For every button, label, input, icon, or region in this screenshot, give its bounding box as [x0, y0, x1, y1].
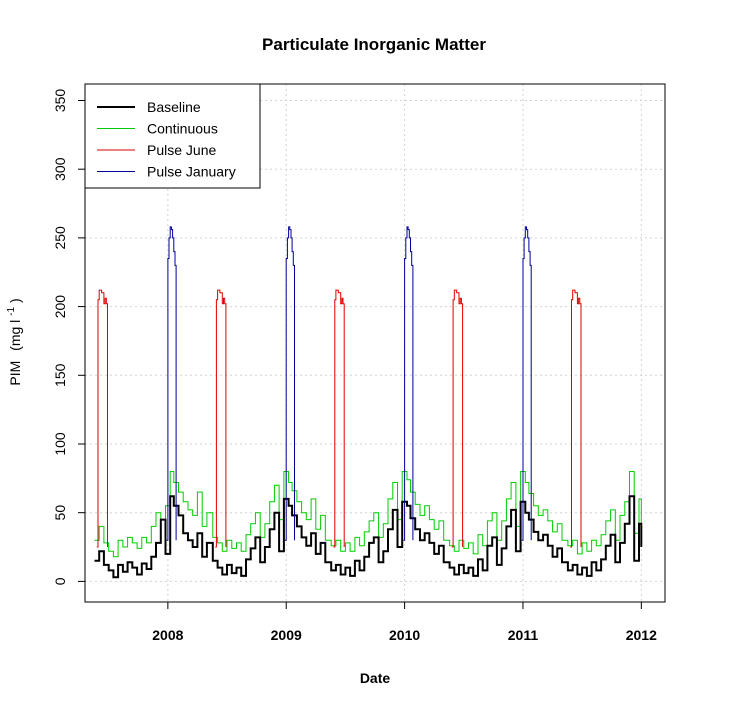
legend-box [84, 83, 261, 189]
series-pulse-june-pulse-1 [215, 289, 227, 548]
series-pulse-june-pulse-4 [570, 289, 582, 548]
y-axis: 0 50 100 150 200 250 300 350 [52, 89, 85, 585]
series-pulse-january-pulse-3 [521, 226, 532, 541]
series-lines [94, 226, 643, 579]
series-pulse-june-pulse-0 [96, 289, 108, 548]
y-tick-label-4: 200 [52, 295, 68, 319]
x-tick-label-4: 2012 [626, 627, 657, 643]
series-baseline [94, 495, 643, 579]
x-tick-label-2: 2010 [389, 627, 420, 643]
series-pulse-january-pulse-2 [403, 226, 414, 541]
x-tick-label-1: 2009 [271, 627, 302, 643]
y-tick-label-5: 250 [52, 226, 68, 250]
y-axis-label-close: ) [7, 298, 23, 303]
series-pulse-january-pulse-0 [166, 226, 177, 541]
series-pulse-june-pulse-2 [333, 289, 345, 548]
series-pulse-january-pulse-1 [285, 226, 295, 541]
y-tick-label-0: 0 [52, 577, 68, 585]
x-axis: 2008 2009 2010 2011 2012 [152, 601, 657, 643]
x-tick-label-3: 2011 [508, 627, 539, 643]
legend: Baseline Continuous Pulse June Pulse Januar… [84, 83, 261, 189]
y-axis-label-exp: -1 [6, 307, 17, 316]
y-tick-label-3: 150 [52, 363, 68, 387]
y-tick-label-7: 350 [52, 89, 68, 113]
svg-text:PIM (mg l -1: PIM (mg l -1 ) [1, 298, 23, 385]
chart-title: Particulate Inorganic Matter [262, 35, 486, 54]
y-tick-label-1: 50 [52, 505, 68, 521]
legend-label-continuous: Continuous [147, 121, 218, 137]
x-tick-label-0: 2008 [152, 627, 183, 643]
x-axis-label: Date [360, 670, 391, 686]
y-axis-label-unit: (mg l [7, 320, 23, 351]
legend-label-pulse-january: Pulse January [147, 164, 236, 180]
series-pulse-june-pulse-3 [451, 289, 464, 548]
legend-label-baseline: Baseline [147, 99, 201, 115]
y-tick-label-6: 300 [52, 157, 68, 181]
series-continuous [94, 471, 642, 558]
y-axis-label-main: PIM [7, 361, 23, 386]
y-tick-label-2: 100 [52, 432, 68, 456]
legend-label-pulse-june: Pulse June [147, 142, 216, 158]
y-axis-label: PIM (mg l -1 ) [1, 298, 23, 385]
